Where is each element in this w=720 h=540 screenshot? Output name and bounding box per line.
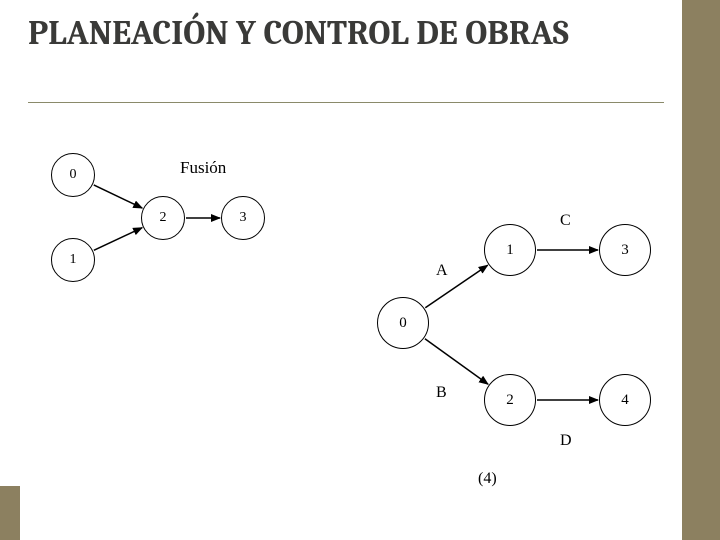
node-L0: 0 (51, 153, 95, 197)
edge-label-D: D (560, 432, 572, 450)
node-L3: 3 (221, 196, 265, 240)
diagram-caption: (4) (478, 470, 497, 488)
edge-L1-L2 (94, 228, 142, 251)
node-R4: 4 (599, 374, 651, 426)
node-R1: 1 (484, 224, 536, 276)
edge-label-A: A (436, 262, 448, 280)
node-R0: 0 (377, 297, 429, 349)
edge-label-B: B (436, 384, 447, 402)
edge-L0-L2 (94, 185, 142, 208)
node-R3: 3 (599, 224, 651, 276)
diagram-title: Fusión (180, 158, 226, 178)
node-L2: 2 (141, 196, 185, 240)
diagram-area: 012301234 FusiónABCD(4) (0, 0, 720, 540)
node-R2: 2 (484, 374, 536, 426)
edge-R0-R2 (425, 339, 488, 384)
edge-R0-R1 (425, 265, 487, 308)
edge-label-C: C (560, 212, 571, 230)
node-L1: 1 (51, 238, 95, 282)
